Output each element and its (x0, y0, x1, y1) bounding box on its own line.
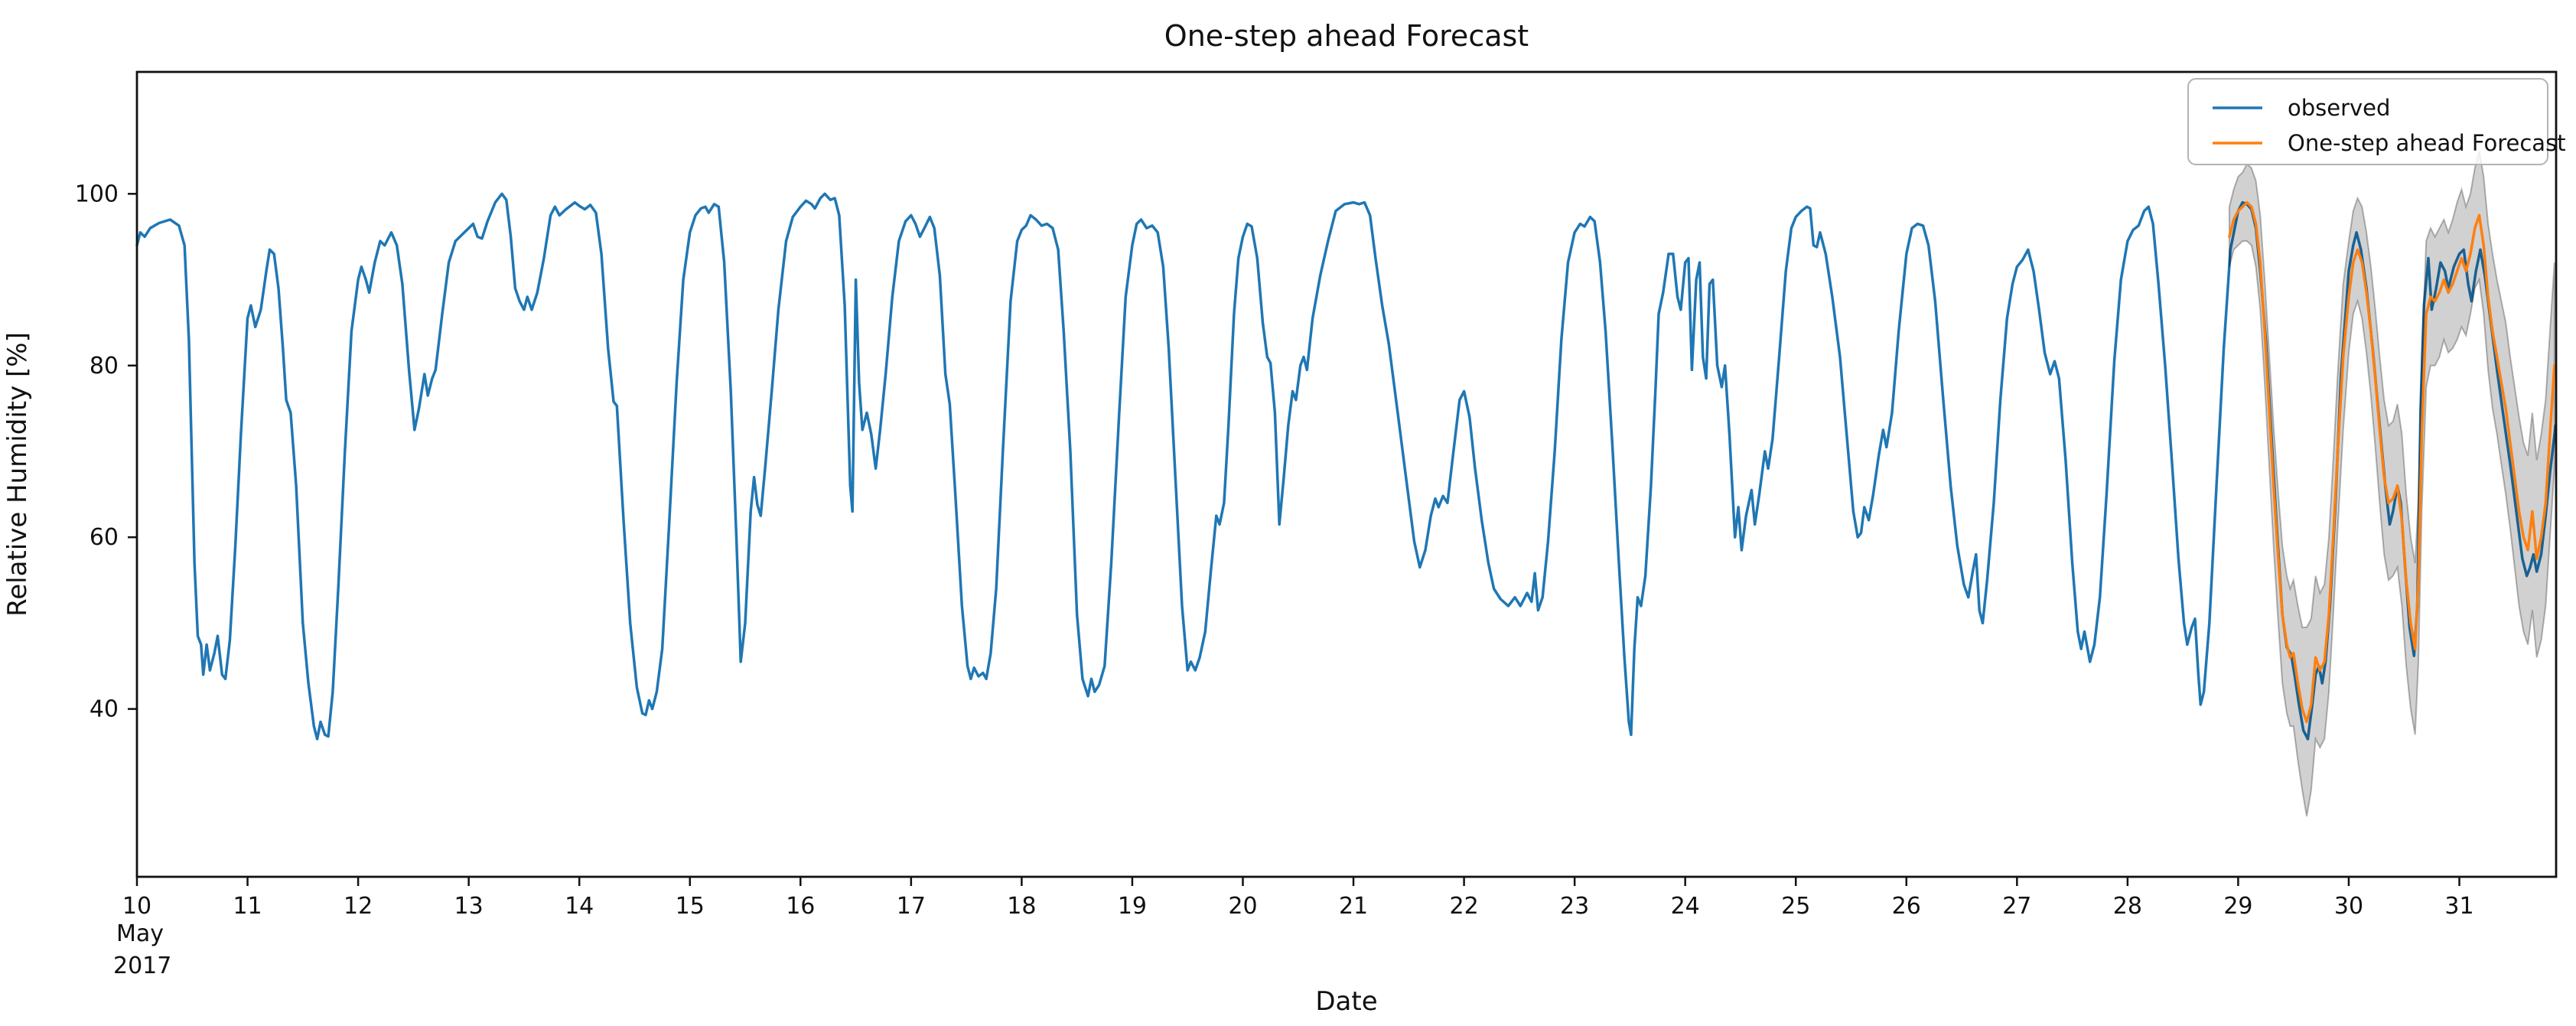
x-tick-label: 23 (1560, 893, 1589, 920)
x-tick-label: 16 (786, 893, 815, 920)
chart-title: One-step ahead Forecast (1164, 19, 1529, 53)
y-tick-label: 100 (75, 181, 119, 207)
legend-forecast-label: One-step ahead Forecast (2288, 130, 2566, 156)
x-tick-label: 24 (1671, 893, 1700, 920)
x-tick-label: 19 (1118, 893, 1147, 920)
x-tick-label: 11 (233, 893, 262, 920)
plot-series-group (135, 150, 2558, 817)
x-tick-label: 13 (454, 893, 484, 920)
y-axis-ticks: 40 60 80 100 (75, 181, 137, 723)
x-tick-label: 27 (2002, 893, 2031, 920)
x-tick-label: 31 (2444, 893, 2473, 920)
x-axis-ticks: 10 11 12 13 14 15 16 17 18 19 20 21 22 23 24 25 26 27 28 29… (122, 877, 2474, 920)
x-tick-label: 25 (1781, 893, 1810, 920)
x-tick-label: 29 (2223, 893, 2252, 920)
x-tick-label: 17 (897, 893, 926, 920)
x-tick-label: 21 (1339, 893, 1368, 920)
x-tick-label: 22 (1449, 893, 1478, 920)
y-tick-label: 40 (90, 696, 119, 723)
x-tick-label: 30 (2334, 893, 2363, 920)
forecast-series-line (2228, 200, 2556, 724)
x-axis-origin-year-label: 2017 (113, 953, 171, 979)
x-tick-label: 14 (565, 893, 594, 920)
observed-series-line (135, 192, 2558, 741)
x-tick-label: 12 (344, 893, 373, 920)
x-tick-label: 18 (1007, 893, 1036, 920)
axes-frame (135, 70, 2558, 878)
legend-box (2187, 78, 2548, 165)
x-tick-label: 20 (1228, 893, 1257, 920)
legend-observed-label: observed (2288, 95, 2390, 121)
x-tick-label: 15 (676, 893, 705, 920)
y-axis-title: Relative Humidity [%] (2, 332, 33, 617)
confidence-interval-band (2228, 150, 2555, 817)
y-tick-label: 60 (90, 524, 119, 551)
legend: observed One-step ahead Forecast (2187, 78, 2566, 165)
x-tick-label: 26 (1892, 893, 1921, 920)
x-tick-label: 10 (122, 893, 151, 920)
x-tick-label: 28 (2113, 893, 2142, 920)
x-axis-title: Date (1315, 986, 1377, 1017)
y-tick-label: 80 (90, 353, 119, 379)
x-axis-origin-month-label: May (116, 920, 164, 947)
